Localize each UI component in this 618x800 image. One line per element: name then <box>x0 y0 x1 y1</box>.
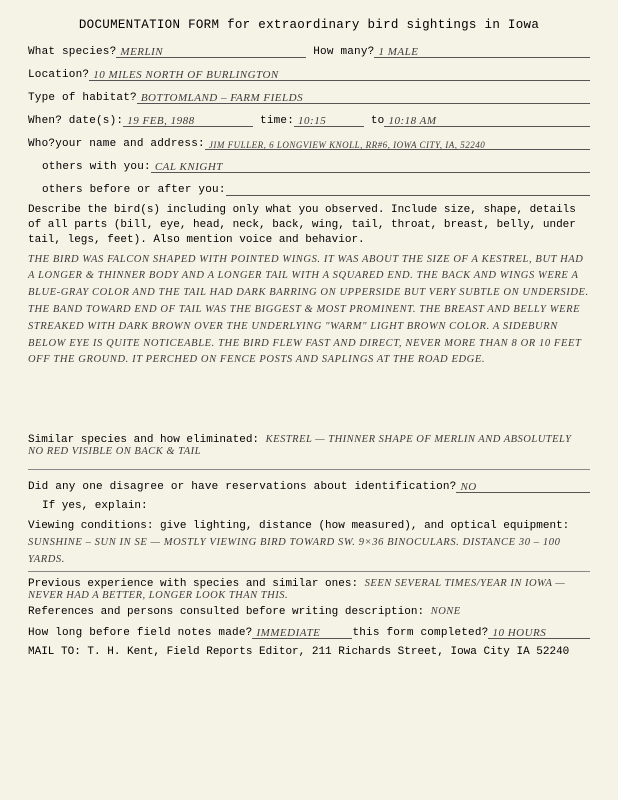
blank-others-with: Cal Knight <box>151 157 590 173</box>
label-time: time: <box>253 115 294 127</box>
row-others-ba: others before or after you: <box>28 180 590 196</box>
label-notes2: this form completed? <box>352 627 488 639</box>
ans-to: 10:18 AM <box>388 115 436 127</box>
blank-species: Merlin <box>116 42 306 58</box>
label-disagree: Did any one disagree or have reservation… <box>28 481 456 493</box>
label-notes1: How long before field notes made? <box>28 627 252 639</box>
if-yes: If yes, explain: <box>28 500 590 512</box>
label-location: Location? <box>28 69 89 81</box>
spacer <box>28 375 590 430</box>
row-disagree: Did any one disagree or have reservation… <box>28 477 590 493</box>
ans-who: Jim Fuller, 6 Longview Knoll, RR#6, Iowa… <box>209 140 485 150</box>
row-others-with: others with you: Cal Knight <box>28 157 590 173</box>
label-species: What species? <box>28 46 116 58</box>
ans-notes2: 10 Hours <box>492 627 546 639</box>
blank-who: Jim Fuller, 6 Longview Knoll, RR#6, Iowa… <box>205 134 590 150</box>
ans-viewing: Sunshine – sun in SE — mostly viewing bi… <box>28 535 590 572</box>
ans-howmany: 1 male <box>378 46 418 58</box>
blank-time: 10:15 <box>294 111 364 127</box>
describe-prompt: Describe the bird(s) including only what… <box>28 203 590 248</box>
label-howmany: How many? <box>306 46 374 58</box>
label-viewing: Viewing conditions: give lighting, dista… <box>28 520 590 532</box>
row-prev: Previous experience with species and sim… <box>28 578 590 602</box>
blank-location: 10 miles north of Burlington <box>89 65 590 81</box>
ans-habitat: Bottomland – Farm Fields <box>141 92 303 104</box>
underline-similar <box>28 469 590 470</box>
blank-others-ba <box>226 180 590 196</box>
row-similar: Similar species and how eliminated: Kest… <box>28 434 590 458</box>
mail-to: MAIL TO: T. H. Kent, Field Reports Edito… <box>28 646 590 658</box>
describe-text: The bird was falcon shaped with pointed … <box>28 252 590 370</box>
ans-date: 19 Feb, 1988 <box>127 115 194 127</box>
label-prev: Previous experience with species and sim… <box>28 578 358 590</box>
label-who: Who?your name and address: <box>28 138 205 150</box>
ans-others-with: Cal Knight <box>155 161 223 173</box>
label-when: When? date(s): <box>28 115 123 127</box>
label-others-with: others with you: <box>42 161 151 173</box>
blank-to: 10:18 AM <box>384 111 590 127</box>
row-habitat: Type of habitat? Bottomland – Farm Field… <box>28 88 590 104</box>
row-who: Who?your name and address: Jim Fuller, 6… <box>28 134 590 150</box>
blank-notes1: Immediate <box>252 623 352 639</box>
ans-time: 10:15 <box>298 115 326 127</box>
label-similar: Similar species and how eliminated: <box>28 434 259 446</box>
blank-howmany: 1 male <box>374 42 590 58</box>
ans-species: Merlin <box>120 46 163 58</box>
row-ref: References and persons consulted before … <box>28 606 590 618</box>
ans-ref: None <box>431 606 461 617</box>
row-notes: How long before field notes made? Immedi… <box>28 623 590 639</box>
row-when: When? date(s): 19 Feb, 1988 time: 10:15 … <box>28 111 590 127</box>
form-title: DOCUMENTATION FORM for extraordinary bir… <box>28 18 590 32</box>
ans-location: 10 miles north of Burlington <box>93 69 279 81</box>
blank-habitat: Bottomland – Farm Fields <box>137 88 590 104</box>
blank-date: 19 Feb, 1988 <box>123 111 253 127</box>
row-species: What species? Merlin How many? 1 male <box>28 42 590 58</box>
label-habitat: Type of habitat? <box>28 92 137 104</box>
blank-notes2: 10 Hours <box>488 623 590 639</box>
label-to: to <box>364 115 384 127</box>
label-ref: References and persons consulted before … <box>28 606 424 618</box>
ans-disagree: No <box>460 481 476 493</box>
ans-notes1: Immediate <box>256 627 320 639</box>
blank-disagree: No <box>456 477 590 493</box>
row-location: Location? 10 miles north of Burlington <box>28 65 590 81</box>
label-others-ba: others before or after you: <box>42 184 226 196</box>
documentation-form: DOCUMENTATION FORM for extraordinary bir… <box>0 0 618 668</box>
